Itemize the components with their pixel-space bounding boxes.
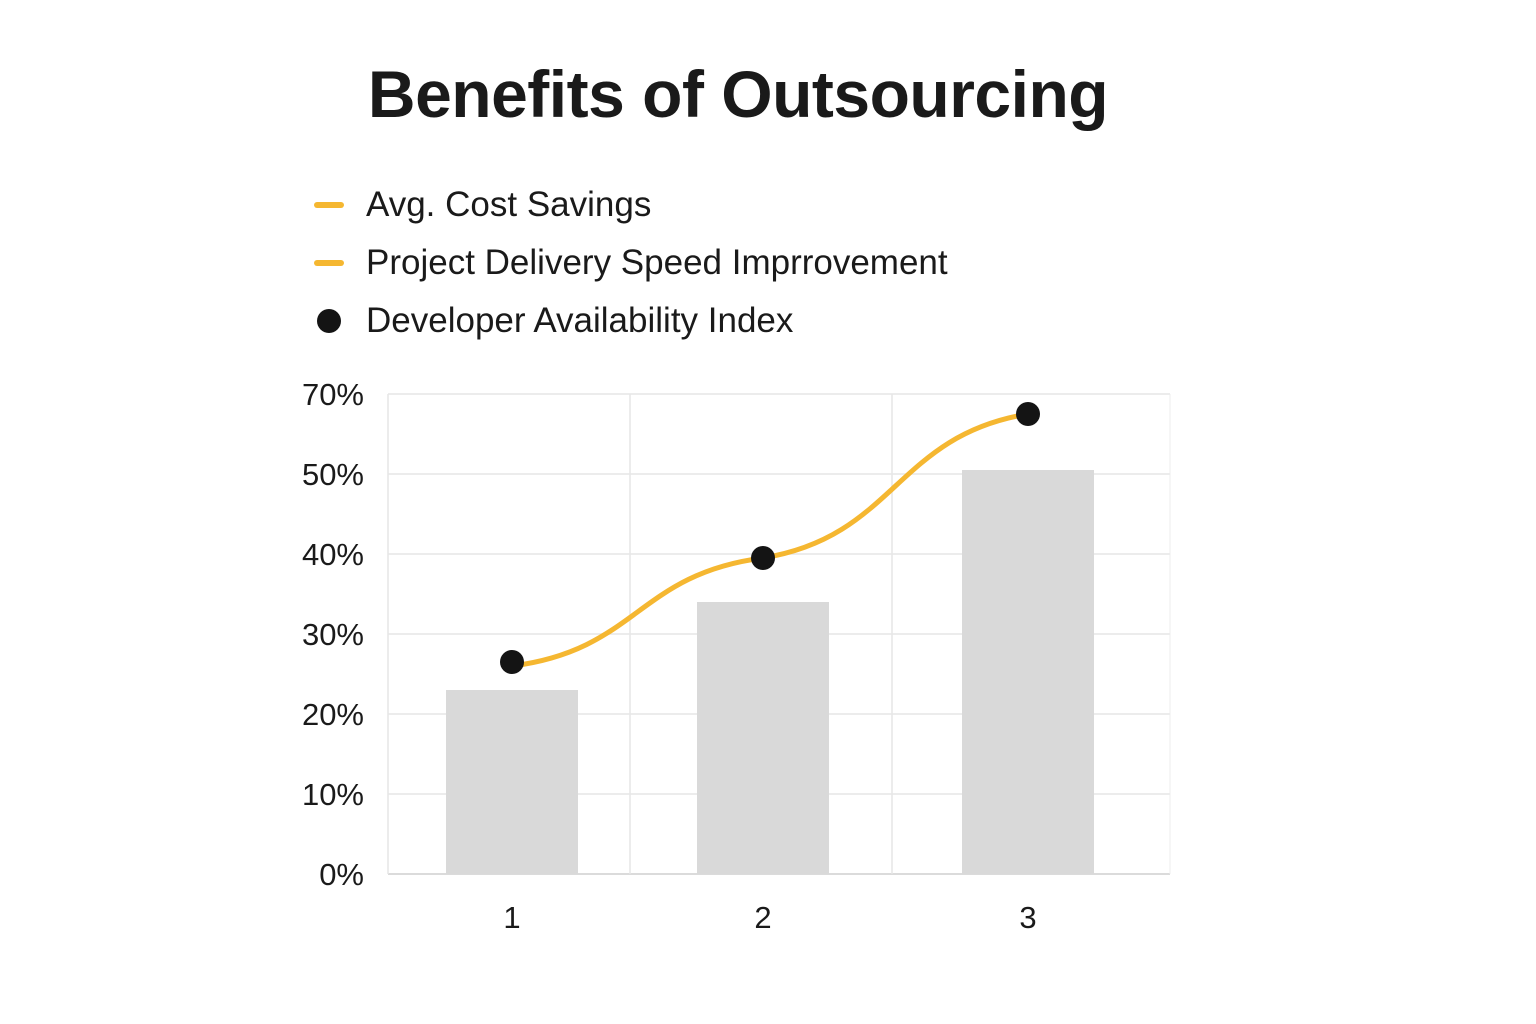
y-tick-label: 10% (302, 777, 364, 812)
legend-swatch-cost-savings (312, 188, 346, 222)
y-tick-label: 70% (302, 377, 364, 412)
legend-label-developer-availability: Developer Availability Index (366, 301, 794, 340)
chart-title: Benefits of Outsourcing (367, 57, 1109, 131)
legend-label-cost-savings: Avg. Cost Savings (366, 185, 652, 224)
y-tick-label: 20% (302, 697, 364, 732)
legend-item-developer-availability: Developer Availability Index (312, 292, 948, 350)
x-tick-label: 3 (1019, 900, 1036, 935)
y-tick-label: 40% (302, 537, 364, 572)
x-tick-label: 1 (503, 900, 520, 935)
bar-cost-savings (962, 470, 1094, 874)
legend-label-delivery-speed: Project Delivery Speed Imprrovement (366, 243, 948, 282)
y-tick-label: 30% (302, 617, 364, 652)
chart-legend: Avg. Cost Savings Project Delivery Speed… (312, 176, 948, 350)
point-developer-availability (1016, 402, 1040, 426)
legend-item-cost-savings: Avg. Cost Savings (312, 176, 948, 234)
legend-swatch-developer-availability (312, 304, 346, 338)
point-developer-availability (751, 546, 775, 570)
legend-item-delivery-speed: Project Delivery Speed Imprrovement (312, 234, 948, 292)
bar-cost-savings (446, 690, 578, 874)
x-tick-label: 2 (754, 900, 771, 935)
point-developer-availability (500, 650, 524, 674)
legend-swatch-delivery-speed (312, 246, 346, 280)
bar-cost-savings (697, 602, 829, 874)
y-tick-label: 0% (319, 857, 364, 892)
y-tick-label: 50% (302, 457, 364, 492)
